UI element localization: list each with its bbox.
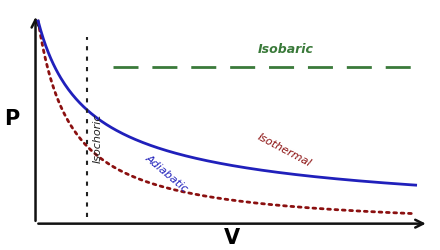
Text: V: V bbox=[224, 228, 240, 248]
Text: Adiabatic: Adiabatic bbox=[143, 153, 190, 194]
Text: Isochoric: Isochoric bbox=[92, 114, 103, 163]
Text: P: P bbox=[4, 109, 19, 129]
Text: Isobaric: Isobaric bbox=[258, 43, 314, 56]
Text: Isothermal: Isothermal bbox=[256, 132, 313, 169]
